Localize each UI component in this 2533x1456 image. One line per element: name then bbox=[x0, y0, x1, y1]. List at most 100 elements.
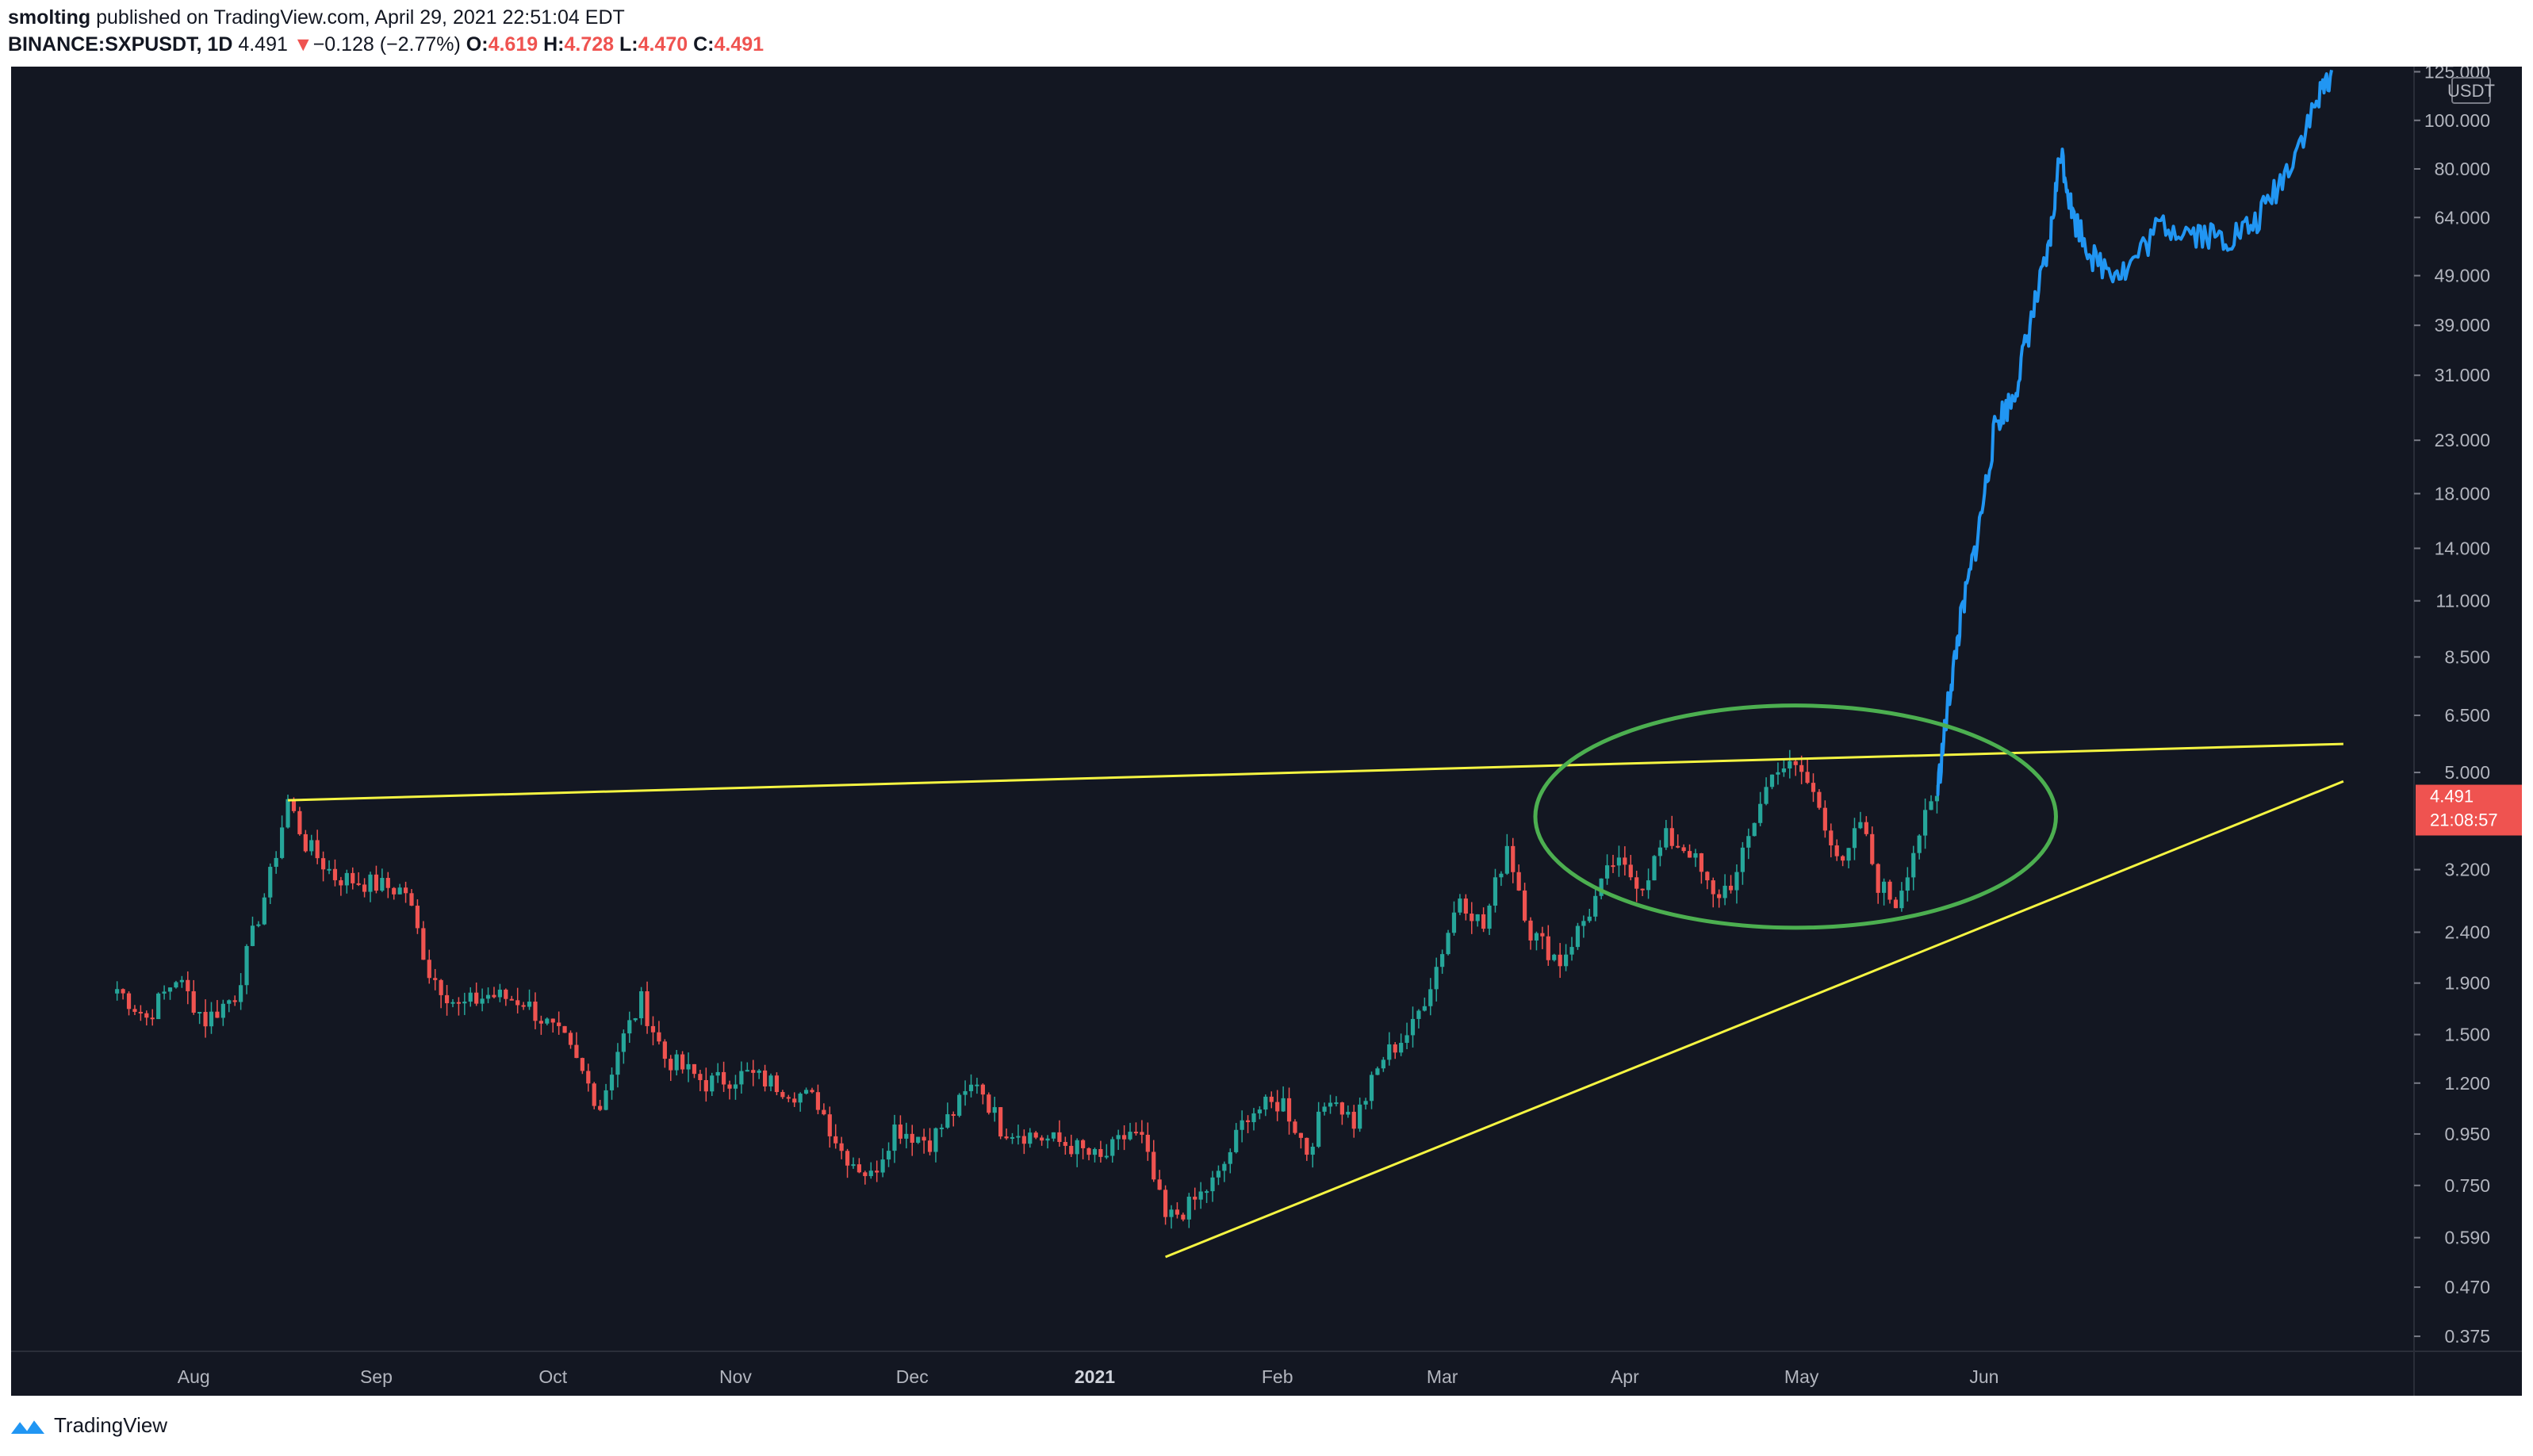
candle bbox=[810, 1087, 814, 1094]
candle bbox=[315, 830, 320, 864]
chart-area[interactable]: 125.000 100.000 80.000 64.000 49.000 39.000 31… bbox=[11, 67, 2522, 1396]
candle-body bbox=[303, 833, 308, 852]
candle bbox=[1163, 1185, 1168, 1225]
candle bbox=[757, 1069, 761, 1079]
author-name[interactable]: smolting bbox=[8, 6, 91, 29]
candle-body bbox=[1133, 1132, 1139, 1134]
y-tick-label-12: 6.500 bbox=[2444, 705, 2490, 726]
candle bbox=[415, 899, 420, 934]
candle-body bbox=[1339, 1102, 1344, 1115]
candle bbox=[527, 989, 532, 1010]
candle-body bbox=[851, 1164, 856, 1167]
candle-body bbox=[798, 1094, 803, 1103]
candle-body bbox=[244, 945, 249, 986]
candle-body bbox=[727, 1084, 732, 1089]
candle bbox=[1611, 854, 1615, 873]
candle bbox=[922, 1128, 926, 1154]
candle bbox=[521, 1002, 526, 1010]
candle-body bbox=[910, 1133, 914, 1143]
last-price: 4.491 bbox=[238, 33, 288, 56]
candle bbox=[1693, 849, 1698, 868]
candle-body bbox=[904, 1133, 909, 1139]
y-tick-label-17: 1.500 bbox=[2444, 1025, 2490, 1045]
candle bbox=[1817, 789, 1822, 810]
candle bbox=[1363, 1098, 1368, 1110]
candle-body bbox=[1817, 791, 1822, 808]
candle-body bbox=[1858, 822, 1863, 829]
candle-body bbox=[568, 1033, 573, 1045]
candle bbox=[1623, 846, 1627, 876]
candle bbox=[1275, 1090, 1280, 1121]
candle bbox=[786, 1094, 791, 1102]
candle-body bbox=[450, 1002, 455, 1004]
candle bbox=[1051, 1132, 1056, 1142]
candle bbox=[1864, 816, 1868, 837]
candle bbox=[1929, 795, 1933, 810]
candle bbox=[751, 1059, 756, 1086]
x-tick-label-4: Dec bbox=[896, 1366, 929, 1387]
candle-body bbox=[1069, 1145, 1074, 1155]
candle-body bbox=[1834, 845, 1839, 856]
y-tick-label-2: 80.000 bbox=[2435, 159, 2490, 179]
candle bbox=[321, 851, 326, 882]
candle-body bbox=[439, 979, 443, 995]
tradingview-brand[interactable]: TradingView bbox=[10, 1413, 167, 1438]
candle-body bbox=[987, 1094, 991, 1113]
candle bbox=[156, 992, 161, 1020]
candle bbox=[1852, 818, 1857, 860]
candle bbox=[1822, 800, 1827, 838]
candle-body bbox=[186, 979, 190, 991]
highlight-circle bbox=[1533, 703, 2058, 930]
candle-body bbox=[1934, 795, 1940, 802]
candle bbox=[1310, 1143, 1315, 1168]
candle-body bbox=[533, 1002, 538, 1021]
candle-body bbox=[1693, 853, 1698, 858]
candle-body bbox=[1876, 864, 1880, 893]
candle-body bbox=[1081, 1140, 1086, 1148]
candle-body bbox=[132, 1009, 137, 1012]
candle-body bbox=[803, 1090, 809, 1094]
candle bbox=[833, 1124, 838, 1149]
candle-body bbox=[1587, 916, 1592, 921]
candle-body bbox=[845, 1151, 850, 1166]
symbol-label[interactable]: BINANCE:SXPUSDT, 1D bbox=[8, 33, 233, 56]
candle-body bbox=[1358, 1104, 1362, 1129]
candle bbox=[1092, 1148, 1098, 1163]
candle bbox=[1534, 931, 1539, 951]
candle bbox=[468, 987, 473, 1007]
candle bbox=[904, 1122, 909, 1149]
candle-body bbox=[1528, 920, 1533, 941]
candle-body bbox=[1558, 954, 1562, 967]
candle bbox=[1128, 1122, 1132, 1141]
candle bbox=[297, 807, 302, 836]
candle bbox=[439, 979, 443, 1009]
candle bbox=[1451, 901, 1457, 936]
candle bbox=[144, 1010, 149, 1026]
candle bbox=[1569, 937, 1574, 961]
candle-body bbox=[957, 1094, 962, 1116]
candle bbox=[650, 1016, 656, 1046]
price-chart[interactable]: 125.000100.00080.00064.00049.00039.00031… bbox=[11, 67, 2522, 1396]
candle-body bbox=[786, 1097, 791, 1099]
candle-body bbox=[1552, 954, 1557, 960]
candle bbox=[262, 893, 266, 925]
candle-body bbox=[1051, 1132, 1056, 1139]
candle bbox=[220, 999, 225, 1026]
candle-body bbox=[1616, 857, 1622, 866]
candle bbox=[191, 979, 196, 1015]
candle bbox=[1351, 1105, 1356, 1138]
candle-body bbox=[1929, 801, 1933, 810]
candle-body bbox=[698, 1074, 703, 1081]
candle bbox=[798, 1092, 803, 1112]
candle bbox=[1198, 1182, 1203, 1209]
candle-body bbox=[968, 1084, 974, 1091]
candle bbox=[1723, 874, 1727, 906]
candle-body bbox=[179, 979, 184, 983]
candle bbox=[1045, 1135, 1050, 1149]
candle bbox=[1776, 762, 1780, 785]
candle bbox=[356, 872, 361, 887]
candle bbox=[397, 883, 402, 895]
candle-body bbox=[768, 1075, 773, 1087]
candle bbox=[1740, 841, 1745, 885]
candle bbox=[1381, 1056, 1385, 1072]
